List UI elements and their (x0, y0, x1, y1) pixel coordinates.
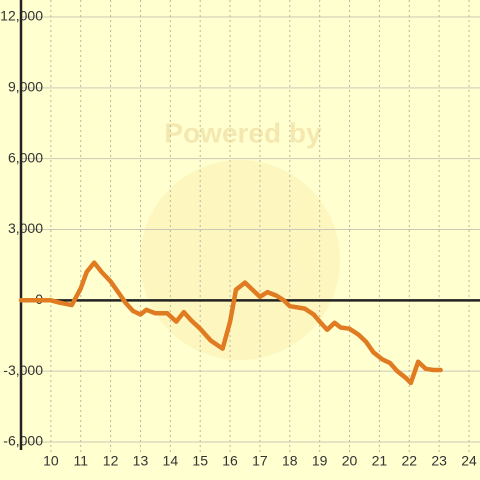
y-tick-label: 9,000 (8, 79, 43, 95)
x-tick-label: 12 (103, 453, 119, 469)
x-tick-label: 10 (43, 453, 59, 469)
x-tick-label: 21 (372, 453, 388, 469)
x-tick-label: 17 (252, 453, 268, 469)
y-tick-label: 3,000 (8, 220, 43, 236)
x-tick-label: 11 (73, 453, 88, 469)
y-tick-label: 6,000 (8, 149, 43, 165)
x-tick-label: 22 (401, 453, 417, 469)
x-tick-label: 13 (133, 453, 149, 469)
y-tick-label: -6,000 (3, 433, 43, 449)
y-tick-label: -3,000 (3, 362, 43, 378)
x-tick-label: 23 (431, 453, 447, 469)
plot (18, 260, 443, 386)
x-tick-label: 20 (342, 453, 358, 469)
x-tick-label: 24 (461, 453, 477, 469)
x-tick-label: 16 (222, 453, 238, 469)
x-tick-label: 14 (163, 453, 179, 469)
watermark: Powered by (164, 117, 322, 148)
x-tick-label: 15 (192, 453, 208, 469)
x-tick-label: 18 (282, 453, 298, 469)
x-tick-label: 19 (312, 453, 328, 469)
data-line (18, 260, 443, 386)
